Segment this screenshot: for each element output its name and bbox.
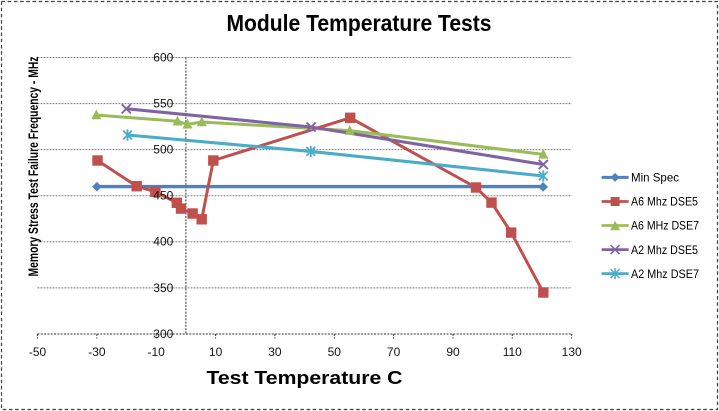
svg-text:Module Temperature Tests: Module Temperature Tests — [227, 10, 492, 36]
svg-text:550: 550 — [153, 97, 173, 111]
svg-text:Test Temperature C: Test Temperature C — [207, 368, 403, 388]
svg-text:50: 50 — [328, 345, 342, 359]
svg-text:400: 400 — [153, 235, 173, 249]
svg-text:10: 10 — [209, 345, 223, 359]
svg-text:Memory Stress Test Failure Fre: Memory Stress Test Failure Frequency - M… — [26, 56, 41, 276]
svg-text:30: 30 — [268, 345, 282, 359]
svg-text:A6 Mhz DSE5: A6 Mhz DSE5 — [631, 195, 698, 209]
svg-text:450: 450 — [153, 189, 173, 203]
svg-text:500: 500 — [153, 143, 173, 157]
svg-text:70: 70 — [387, 345, 401, 359]
svg-text:Min Spec: Min Spec — [631, 171, 679, 185]
svg-text:130: 130 — [562, 345, 582, 359]
svg-text:A6 MHz DSE7: A6 MHz DSE7 — [631, 219, 699, 233]
svg-text:A2 Mhz DSE7: A2 Mhz DSE7 — [631, 267, 699, 281]
svg-text:350: 350 — [153, 281, 173, 295]
svg-text:600: 600 — [153, 50, 173, 64]
svg-text:A2 Mhz DSE5: A2 Mhz DSE5 — [631, 243, 698, 257]
svg-text:-10: -10 — [148, 345, 166, 359]
svg-text:90: 90 — [446, 345, 460, 359]
svg-text:-30: -30 — [88, 345, 106, 359]
svg-text:-50: -50 — [29, 345, 47, 359]
svg-text:300: 300 — [153, 327, 173, 341]
svg-text:110: 110 — [503, 345, 522, 359]
